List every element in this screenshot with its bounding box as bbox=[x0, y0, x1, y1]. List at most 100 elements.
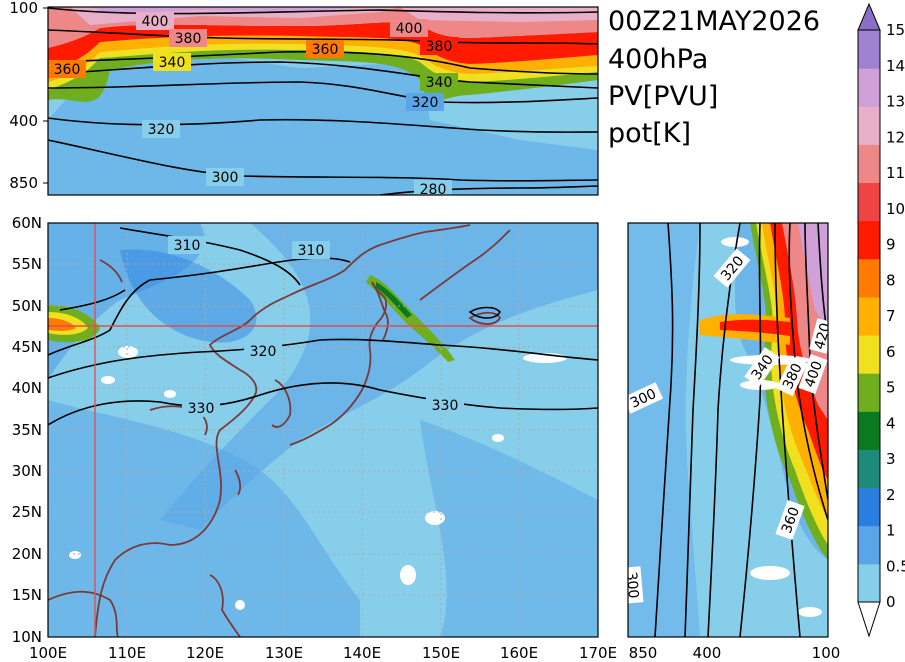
colorbar-segment bbox=[858, 220, 880, 260]
lat-tick-label: 30N bbox=[12, 462, 42, 480]
colorbar-segment bbox=[858, 525, 880, 565]
pv-fill-7 bbox=[48, 35, 598, 82]
colorbar-tick-label: 6 bbox=[886, 343, 896, 361]
title-datetime: 00Z21MAY2026 bbox=[608, 6, 820, 37]
lat-tick-label: 60N bbox=[12, 214, 42, 232]
colorbar-segment bbox=[858, 411, 880, 450]
contour-label: 400 bbox=[396, 21, 423, 37]
top-pressure-axis: 100 400 850 bbox=[9, 0, 48, 192]
p-tick-label: 850 bbox=[629, 644, 658, 662]
contour-label: 320 bbox=[250, 344, 277, 360]
lat-tick-label: 10N bbox=[12, 628, 42, 646]
colorbar-tick-label: 1 bbox=[886, 522, 896, 540]
lon-tick-label: 160E bbox=[500, 644, 538, 662]
contour-label: 310 bbox=[298, 243, 325, 259]
colorbar-segment bbox=[858, 449, 880, 489]
pv-fill-13 bbox=[90, 7, 360, 14]
lat-tick-label: 55N bbox=[12, 255, 42, 273]
coast-korea bbox=[271, 379, 292, 428]
coast-island bbox=[468, 311, 502, 325]
pv-fill-4 bbox=[48, 49, 598, 102]
lon-tick-label: 150E bbox=[422, 644, 460, 662]
isentrope-310 bbox=[119, 227, 301, 286]
p-tick-label: 850 bbox=[9, 174, 38, 192]
isentrope-310-loop bbox=[59, 289, 126, 311]
colorbar-segment bbox=[858, 182, 880, 222]
pv-blob-west-peak bbox=[48, 318, 76, 331]
lon-tick-label: 120E bbox=[186, 644, 224, 662]
title-level: 400hPa bbox=[608, 44, 708, 75]
contour-label: 380 bbox=[426, 39, 453, 55]
colorbar-segment bbox=[858, 106, 880, 145]
isentrope-340 bbox=[739, 223, 762, 637]
pv-fill-1 bbox=[48, 55, 598, 195]
isentrope-310-west bbox=[48, 257, 351, 356]
contour-label: 420 bbox=[812, 321, 834, 351]
isentrope-320-upper bbox=[48, 81, 598, 104]
p-tick-label: 400 bbox=[9, 112, 38, 130]
colorbar-tick-label: 14 bbox=[886, 57, 905, 75]
colorbar-tick-label: 3 bbox=[886, 450, 896, 468]
lat-tick-label: 45N bbox=[12, 338, 42, 356]
colorbar-extend-high bbox=[857, 2, 881, 31]
contour-label: 380 bbox=[175, 31, 202, 47]
colorbar-tick-label: 7 bbox=[886, 307, 896, 325]
right-cross-section: 320 300 340 380 400 420 bbox=[623, 223, 834, 637]
isentrope-320 bbox=[48, 338, 598, 379]
contour-label: 310 bbox=[174, 238, 201, 254]
coast-sakhalin bbox=[371, 281, 389, 341]
contour-label: 330 bbox=[432, 398, 459, 414]
contour-label: 320 bbox=[148, 122, 175, 138]
isentrope-360 bbox=[48, 50, 598, 75]
lon-tick-label: 170E bbox=[579, 644, 617, 662]
pv-patch bbox=[48, 400, 360, 637]
top-contour-labels: 400 380 400 380 360 360 340 340 320 320 … bbox=[48, 12, 458, 198]
isentrope-330 bbox=[48, 382, 598, 426]
p-tick-label: 400 bbox=[693, 644, 722, 662]
contour-label: 340 bbox=[426, 75, 453, 91]
contour-label: 320 bbox=[412, 95, 439, 111]
lat-tick-label: 35N bbox=[12, 421, 42, 439]
colorbar-tick-label: 10 bbox=[886, 200, 905, 218]
colorbar-segment bbox=[858, 144, 880, 184]
map-frame bbox=[47, 222, 599, 638]
top-cross-section: 400 380 400 380 360 360 340 340 320 320 … bbox=[48, 7, 598, 198]
colorbar-tick-label: 13 bbox=[886, 93, 905, 111]
isentrope-280 bbox=[379, 185, 598, 195]
colorbar-segment bbox=[858, 563, 880, 603]
right-pressure-axis: 850 400 100 bbox=[629, 644, 841, 662]
isentrope-closed bbox=[468, 306, 501, 319]
isentrope-360 bbox=[774, 223, 801, 637]
lon-tick-label: 140E bbox=[343, 644, 381, 662]
coast-indochina bbox=[48, 590, 119, 637]
coastlines bbox=[48, 224, 511, 637]
contour-label: 360 bbox=[312, 42, 339, 58]
p-tick-label: 100 bbox=[812, 644, 841, 662]
coast-china bbox=[94, 369, 258, 637]
isentrope-400-top bbox=[48, 7, 598, 15]
lon-tick-label: 100E bbox=[29, 644, 67, 662]
coast-lake bbox=[99, 259, 123, 283]
pv-patch bbox=[48, 223, 205, 380]
colorbar-segment bbox=[858, 335, 880, 374]
title-block: 00Z21MAY2026 400hPa PV[PVU] pot[K] bbox=[608, 6, 820, 149]
colorbar-tick-label: 12 bbox=[886, 128, 905, 146]
pv-fill-1 bbox=[628, 223, 700, 637]
colorbar-segment bbox=[858, 296, 880, 336]
colorbar-tick-label: 2 bbox=[886, 486, 896, 504]
colorbar-segment bbox=[858, 30, 880, 69]
contour-label: 280 bbox=[420, 182, 447, 198]
negative-pv-spots-right bbox=[721, 237, 822, 617]
colorbar-tick-label: 0 bbox=[886, 593, 896, 611]
colorbar-segment bbox=[858, 487, 880, 527]
contour-label: 340 bbox=[159, 55, 186, 71]
isentrope-340 bbox=[48, 61, 598, 89]
contour-label: 300 bbox=[623, 571, 641, 599]
lon-tick-label: 110E bbox=[108, 644, 146, 662]
lat-tick-label: 20N bbox=[12, 545, 42, 563]
colorbar-segment bbox=[858, 258, 880, 298]
contour-label: 400 bbox=[142, 14, 169, 30]
isentrope-380 bbox=[48, 29, 598, 45]
contour-label: 360 bbox=[54, 62, 81, 78]
p-tick-label: 100 bbox=[9, 0, 38, 17]
